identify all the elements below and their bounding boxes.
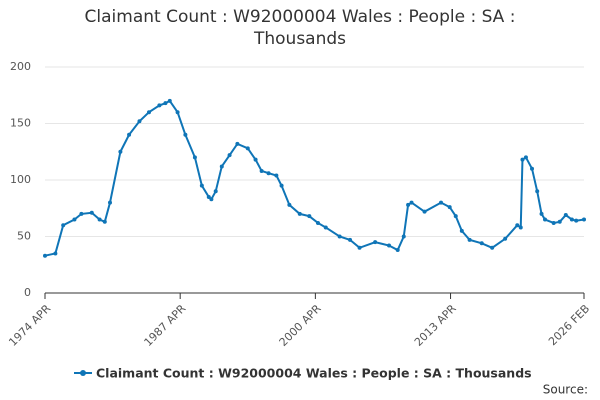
x-tick-label: 2000 APR xyxy=(277,302,324,349)
point xyxy=(97,217,102,222)
point xyxy=(43,253,47,258)
point xyxy=(315,220,320,225)
point xyxy=(107,200,112,205)
point xyxy=(447,205,452,210)
point xyxy=(209,197,214,202)
point xyxy=(406,202,411,207)
point xyxy=(287,202,292,207)
point xyxy=(259,168,264,173)
point xyxy=(89,210,94,215)
point xyxy=(266,171,271,176)
point xyxy=(127,132,132,137)
point xyxy=(79,211,84,216)
series-line xyxy=(44,99,585,257)
point xyxy=(523,155,528,160)
point xyxy=(183,132,188,137)
y-tick-label: 150 xyxy=(10,117,31,130)
point xyxy=(192,155,197,160)
point xyxy=(297,211,302,216)
point xyxy=(163,101,168,106)
y-tick-label: 100 xyxy=(10,173,31,186)
point xyxy=(551,220,556,225)
y-tick-label: 50 xyxy=(17,230,31,243)
point xyxy=(245,146,250,151)
point xyxy=(279,183,284,188)
point xyxy=(409,200,414,205)
point xyxy=(569,217,574,222)
point xyxy=(274,173,279,178)
point xyxy=(503,236,508,241)
point xyxy=(213,189,218,194)
point xyxy=(307,214,312,219)
x-tick-label: 2026 FEB xyxy=(546,302,592,348)
point xyxy=(395,248,400,253)
legend-marker xyxy=(80,370,86,376)
chart-title: Claimant Count : W92000004 Wales : Peopl… xyxy=(84,7,516,49)
point xyxy=(199,183,204,188)
point xyxy=(422,209,427,214)
point xyxy=(373,240,378,245)
x-tick-label: 1987 APR xyxy=(142,302,189,349)
point xyxy=(72,217,77,222)
point xyxy=(518,225,523,230)
point xyxy=(453,214,458,219)
y-tick-label: 200 xyxy=(10,60,31,73)
point xyxy=(61,223,66,228)
point xyxy=(348,237,353,242)
point xyxy=(227,153,232,158)
point xyxy=(535,189,540,194)
point xyxy=(323,225,328,230)
point xyxy=(539,211,544,216)
point xyxy=(53,251,58,256)
y-tick-label: 0 xyxy=(24,286,31,299)
point xyxy=(543,217,548,222)
point xyxy=(167,98,172,103)
point xyxy=(102,219,107,224)
point xyxy=(439,200,444,205)
source: Source: xyxy=(543,383,588,397)
point xyxy=(557,219,562,224)
point xyxy=(520,157,525,162)
point xyxy=(137,119,142,124)
point xyxy=(157,103,162,108)
point xyxy=(206,194,211,199)
point xyxy=(118,149,123,154)
x-tick-label: 2013 APR xyxy=(412,302,459,349)
point xyxy=(357,245,362,250)
point xyxy=(387,243,392,248)
point xyxy=(219,164,224,169)
point xyxy=(235,141,240,146)
point xyxy=(175,110,180,115)
legend-label: Claimant Count : W92000004 Wales : Peopl… xyxy=(96,366,532,381)
point xyxy=(146,110,151,115)
point xyxy=(530,166,535,171)
x-tick-label: 1974 APR xyxy=(6,302,53,349)
point xyxy=(490,245,495,250)
point xyxy=(467,237,472,242)
point xyxy=(479,241,484,246)
point xyxy=(337,234,342,239)
point xyxy=(563,213,568,218)
point xyxy=(515,223,520,228)
point xyxy=(401,234,406,239)
point xyxy=(459,228,464,233)
point xyxy=(253,157,258,162)
point xyxy=(582,217,586,222)
point xyxy=(574,218,579,223)
